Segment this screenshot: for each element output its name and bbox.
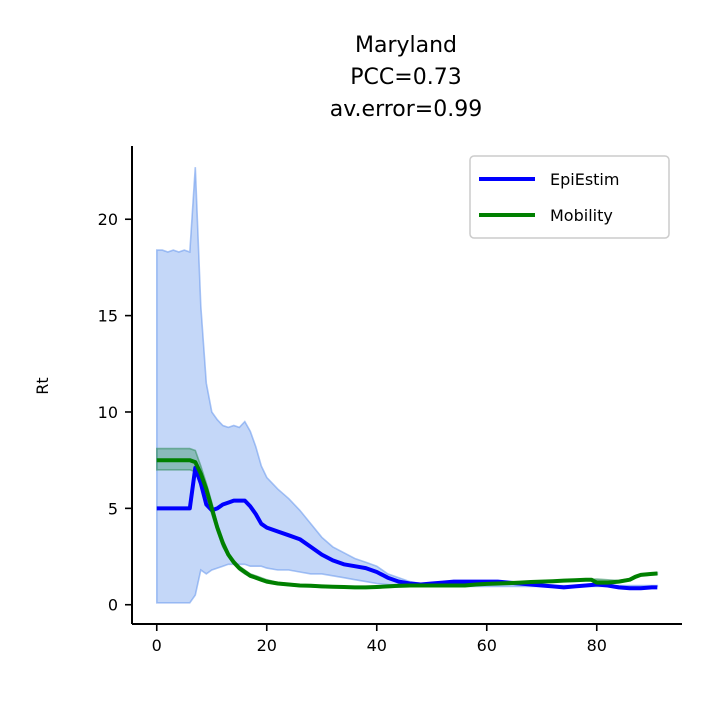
x-tick-label: 40 (367, 636, 387, 655)
axes: 0 20 40 60 80 0 5 10 15 20 (98, 146, 682, 655)
y-tick-label: 5 (108, 499, 118, 518)
legend-label-mobility: Mobility (550, 206, 613, 225)
plot-area (156, 167, 659, 604)
y-tick-label: 20 (98, 210, 118, 229)
y-tick-label: 10 (98, 403, 118, 422)
y-tick-label: 15 (98, 307, 118, 326)
legend-label-epiestim: EpiEstim (550, 170, 619, 189)
x-tick-label: 20 (257, 636, 277, 655)
y-tick-label: 0 (108, 596, 118, 615)
x-tick-label: 60 (477, 636, 497, 655)
title-line-3: av.error=0.99 (330, 97, 482, 122)
title-line-1: Maryland (355, 33, 457, 58)
x-tick-label: 80 (587, 636, 607, 655)
legend: EpiEstim Mobility (469, 155, 670, 239)
y-axis-label: Rt (33, 377, 52, 394)
legend-frame (469, 155, 670, 239)
title-line-2: PCC=0.73 (350, 65, 461, 90)
chart-title: Maryland PCC=0.73 av.error=0.99 (330, 33, 482, 122)
epiestim-line (156, 465, 658, 591)
mobility-line (156, 458, 658, 590)
x-tick-label: 0 (152, 636, 162, 655)
